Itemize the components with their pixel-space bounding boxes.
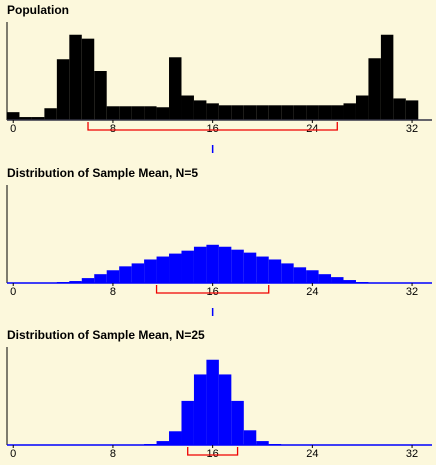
interval-bracket: [187, 447, 239, 456]
x-tick-label: 24: [306, 123, 318, 135]
bar: [343, 103, 356, 120]
bar: [243, 105, 257, 120]
bar: [206, 244, 219, 283]
interval-bracket: [87, 122, 338, 131]
interval-bracket: [155, 285, 270, 294]
x-tick-label: 16: [207, 286, 219, 298]
bar: [393, 98, 406, 120]
bar: [256, 441, 269, 445]
bar: [218, 105, 232, 120]
x-tick-label: 24: [306, 286, 318, 298]
chart-title: Distribution of Sample Mean, N=25: [7, 328, 205, 342]
chart-title: Population: [7, 3, 69, 17]
bar: [193, 100, 207, 120]
chart-title: Distribution of Sample Mean, N=5: [7, 166, 198, 180]
x-tick-label: 0: [10, 286, 16, 298]
bar: [31, 117, 45, 120]
bar: [318, 274, 332, 283]
bar: [331, 105, 344, 120]
x-tick-label: 32: [406, 286, 418, 298]
bar: [69, 281, 82, 283]
bar: [7, 112, 20, 120]
bar: [206, 359, 219, 445]
bar: [206, 103, 219, 120]
bar: [156, 256, 170, 283]
x-tick-label: 32: [406, 123, 418, 135]
bar: [106, 270, 120, 283]
bar: [218, 246, 232, 283]
bar: [119, 106, 132, 120]
bar: [256, 256, 269, 283]
bar: [306, 105, 319, 120]
bar: [169, 57, 182, 120]
x-tick-label: 8: [110, 286, 116, 298]
x-tick-label: 0: [10, 123, 16, 135]
bar: [144, 106, 157, 120]
bar: [231, 400, 244, 445]
bar: [169, 431, 182, 445]
bar: [56, 59, 70, 120]
bar: [380, 34, 394, 120]
bar: [281, 105, 294, 120]
bar: [181, 250, 194, 283]
bar: [181, 95, 194, 120]
bar: [231, 105, 244, 120]
bar: [169, 253, 182, 283]
bar: [256, 105, 269, 120]
x-tick-label: 16: [207, 123, 219, 135]
bar: [331, 277, 344, 283]
bar: [156, 107, 170, 120]
x-tick-label: 16: [207, 448, 219, 460]
bar: [293, 105, 307, 120]
bar: [281, 263, 294, 283]
bar: [231, 249, 244, 283]
bar: [218, 374, 232, 445]
bar: [94, 71, 107, 120]
bar: [268, 105, 282, 120]
x-tick-label: 24: [306, 448, 318, 460]
bar: [106, 106, 120, 120]
bar: [193, 374, 207, 445]
bar: [306, 270, 319, 283]
bar: [343, 280, 356, 283]
x-tick-label: 32: [406, 448, 418, 460]
bar: [293, 267, 307, 283]
bar: [69, 34, 82, 120]
x-tick-label: 8: [110, 448, 116, 460]
x-tick-label: 8: [110, 123, 116, 135]
bar: [44, 108, 57, 120]
bar: [19, 117, 32, 120]
bar: [131, 106, 145, 120]
bar: [119, 266, 132, 283]
bar: [156, 441, 170, 445]
bar: [243, 430, 257, 445]
bar: [193, 246, 207, 283]
bar: [405, 100, 419, 120]
bar: [368, 58, 381, 120]
bar: [318, 105, 332, 120]
bar: [243, 252, 257, 283]
bar: [181, 400, 194, 445]
bar: [131, 263, 145, 283]
bar: [144, 259, 157, 283]
bar: [81, 278, 95, 283]
bar: [355, 95, 369, 120]
bar: [81, 38, 95, 120]
bar: [268, 259, 282, 283]
x-tick-label: 0: [10, 448, 16, 460]
bar: [94, 274, 107, 283]
